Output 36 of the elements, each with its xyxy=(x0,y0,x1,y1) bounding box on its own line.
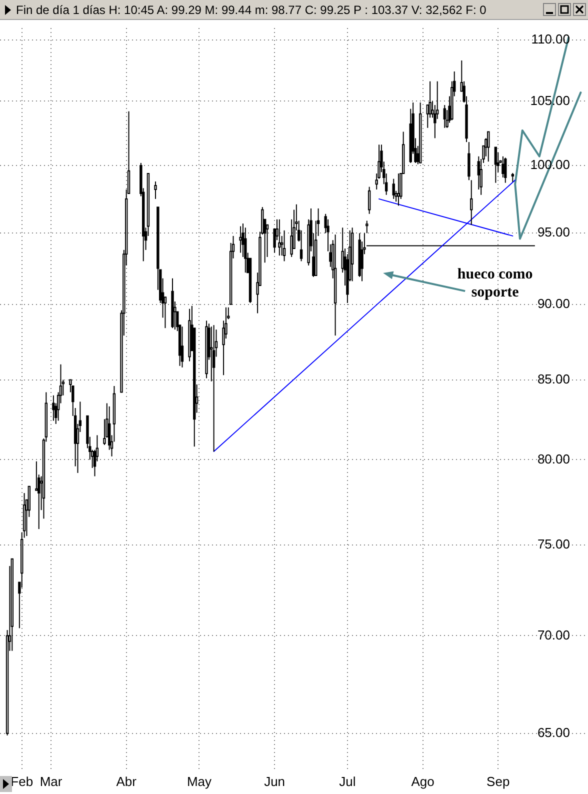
x-tick-label: May xyxy=(186,774,212,789)
candlestick xyxy=(368,186,371,214)
candlestick xyxy=(366,220,368,234)
candlestick xyxy=(212,324,216,452)
y-tick-label: 90.00 xyxy=(537,296,570,312)
x-tick-label: Jun xyxy=(264,774,286,789)
y-tick-label: 85.00 xyxy=(537,371,570,386)
candlestick xyxy=(468,142,470,181)
x-tick-label: Mar xyxy=(40,774,63,789)
candlestick xyxy=(239,226,242,254)
candlestick xyxy=(180,326,184,368)
y-tick-label: 95.00 xyxy=(537,224,570,240)
candlestick xyxy=(52,394,55,422)
candlestick xyxy=(392,178,395,200)
chart-title: Fin de día 1 días H: 10:45 A: 99.29 M: 99.44 m: 98.77 C: 99.25 P : 103.37 V: 32,562 F: 0 xyxy=(16,2,486,16)
candlestick xyxy=(278,218,281,256)
x-tick-label: Ago xyxy=(411,774,434,789)
candlestick xyxy=(487,131,490,162)
x-tick-label: Sep xyxy=(486,774,510,789)
candlestick xyxy=(494,146,498,184)
candlestick xyxy=(154,180,157,200)
candlestick xyxy=(103,418,106,446)
y-tick-label: 80.00 xyxy=(537,451,570,466)
candlestick xyxy=(397,172,400,206)
candlestick xyxy=(470,180,473,226)
candlestick xyxy=(244,227,247,274)
candlestick xyxy=(443,104,446,128)
annotation: hueco como soporte xyxy=(457,266,533,300)
x-tick-label: Jul xyxy=(339,774,356,789)
y-tick-label: 70.00 xyxy=(537,627,570,642)
x-tick-label: Abr xyxy=(116,774,138,789)
y-tick-label: 65.00 xyxy=(537,724,570,740)
y-tick-label: 75.00 xyxy=(537,536,570,552)
candlestick xyxy=(282,230,286,262)
candlestick xyxy=(316,208,320,236)
candlestick xyxy=(504,157,507,184)
